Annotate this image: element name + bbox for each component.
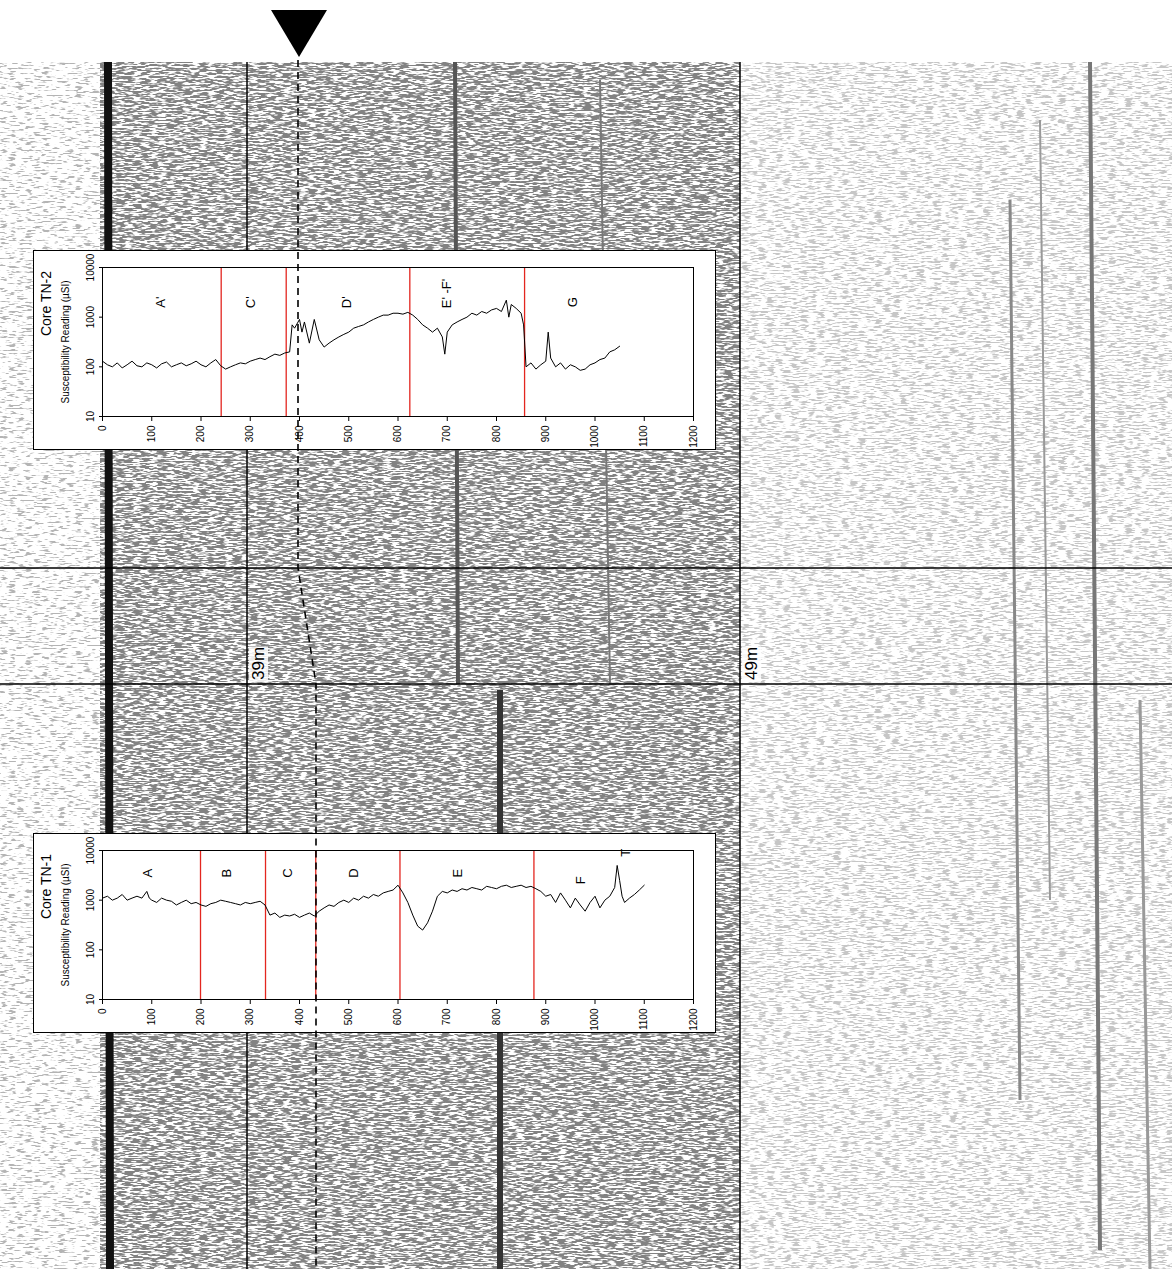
svg-text:900: 900 bbox=[540, 1008, 551, 1025]
svg-text:300: 300 bbox=[244, 1008, 255, 1025]
svg-text:1200: 1200 bbox=[688, 425, 699, 448]
svg-text:0: 0 bbox=[97, 1008, 108, 1014]
svg-text:0: 0 bbox=[97, 425, 108, 431]
svg-text:Susceptibility Reading (µSI): Susceptibility Reading (µSI) bbox=[60, 863, 71, 986]
svg-text:800: 800 bbox=[491, 425, 502, 442]
svg-text:200: 200 bbox=[195, 425, 206, 442]
svg-text:1000: 1000 bbox=[589, 425, 600, 448]
svg-text:10: 10 bbox=[85, 994, 96, 1006]
svg-text:D: D bbox=[346, 868, 361, 877]
svg-text:G: G bbox=[565, 297, 580, 307]
svg-text:E' -F': E' -F' bbox=[439, 279, 454, 309]
svg-text:39m: 39m bbox=[249, 647, 268, 680]
svg-text:100: 100 bbox=[85, 941, 96, 958]
svg-text:700: 700 bbox=[441, 425, 452, 442]
svg-text:10: 10 bbox=[85, 411, 96, 423]
svg-text:B: B bbox=[219, 869, 234, 878]
svg-text:1100: 1100 bbox=[638, 1008, 649, 1030]
svg-text:C: C bbox=[280, 868, 295, 877]
svg-text:600: 600 bbox=[392, 425, 403, 442]
html-text:Core TN-2: Core TN-2 bbox=[38, 271, 54, 337]
svg-text:400: 400 bbox=[294, 425, 305, 442]
svg-text:10000: 10000 bbox=[85, 836, 96, 864]
svg-text:100: 100 bbox=[85, 358, 96, 375]
svg-text:1100: 1100 bbox=[638, 425, 649, 447]
svg-text:600: 600 bbox=[392, 1008, 403, 1025]
svg-text:A': A' bbox=[153, 297, 168, 308]
svg-text:500: 500 bbox=[343, 425, 354, 442]
svg-text:A: A bbox=[140, 868, 155, 877]
svg-text:200: 200 bbox=[195, 1008, 206, 1025]
svg-text:800: 800 bbox=[491, 1008, 502, 1025]
svg-text:1200: 1200 bbox=[688, 1008, 699, 1031]
svg-text:400: 400 bbox=[294, 1008, 305, 1025]
svg-text:100: 100 bbox=[146, 425, 157, 442]
svg-text:C': C' bbox=[243, 296, 258, 308]
svg-text:900: 900 bbox=[540, 425, 551, 442]
svg-text:T: T bbox=[618, 849, 633, 857]
svg-text:F: F bbox=[573, 876, 588, 884]
html-text:Core TN-1: Core TN-1 bbox=[38, 854, 54, 920]
svg-text:1000: 1000 bbox=[589, 1008, 600, 1031]
svg-text:700: 700 bbox=[441, 1008, 452, 1025]
svg-text:100: 100 bbox=[146, 1008, 157, 1025]
svg-text:10000: 10000 bbox=[85, 253, 96, 281]
svg-text:49m: 49m bbox=[742, 647, 761, 680]
svg-text:Susceptibility Reading (µSI): Susceptibility Reading (µSI) bbox=[60, 280, 71, 403]
svg-text:D': D' bbox=[339, 296, 354, 308]
svg-text:1000: 1000 bbox=[85, 889, 96, 912]
svg-text:E: E bbox=[450, 868, 465, 877]
svg-text:300: 300 bbox=[244, 425, 255, 442]
svg-text:500: 500 bbox=[343, 1008, 354, 1025]
svg-text:1000: 1000 bbox=[85, 306, 96, 329]
